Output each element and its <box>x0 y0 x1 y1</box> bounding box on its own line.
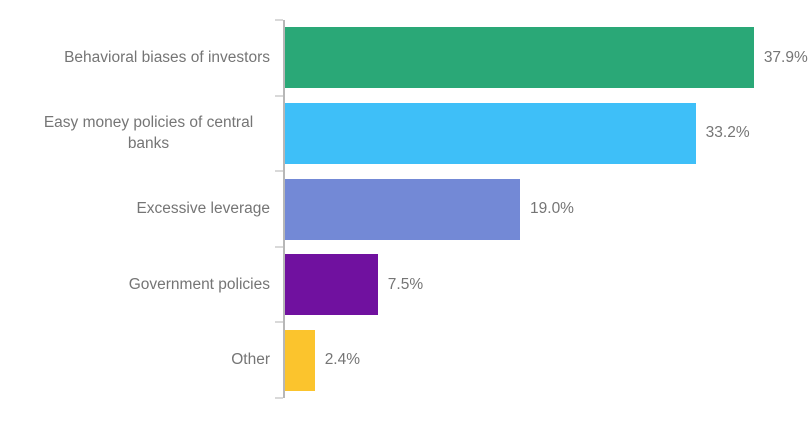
bar[interactable] <box>285 27 754 89</box>
category-label-text: Behavioral biases of investors <box>64 48 270 66</box>
axis-tick <box>275 170 283 173</box>
y-axis-line <box>283 20 285 398</box>
axis-tick <box>275 94 283 97</box>
axis-tick <box>275 321 283 324</box>
axis-tick <box>275 245 283 248</box>
category-label-text: Easy money policies of central banks <box>43 113 254 153</box>
bar[interactable] <box>285 102 696 164</box>
bar[interactable] <box>285 178 521 240</box>
category-label-text: Excessive leverage <box>136 200 270 218</box>
value-label: 37.9% <box>763 48 808 66</box>
category-label-text: Government policies <box>128 275 270 293</box>
value-label: 33.2% <box>705 124 750 142</box>
value-label: 2.4% <box>324 351 361 369</box>
category-label-text: Other <box>231 351 270 369</box>
bar[interactable] <box>285 329 315 391</box>
axis-tick <box>275 397 283 399</box>
category-label: Other <box>0 322 270 398</box>
category-label: Easy money policies of central banks <box>0 96 270 172</box>
category-label: Excessive leverage <box>0 171 270 247</box>
category-label: Government policies <box>0 247 270 323</box>
axis-tick <box>275 19 283 21</box>
value-label: 7.5% <box>387 275 424 293</box>
category-label: Behavioral biases of investors <box>0 20 270 96</box>
bar[interactable] <box>285 254 378 316</box>
value-label: 19.0% <box>530 199 574 217</box>
